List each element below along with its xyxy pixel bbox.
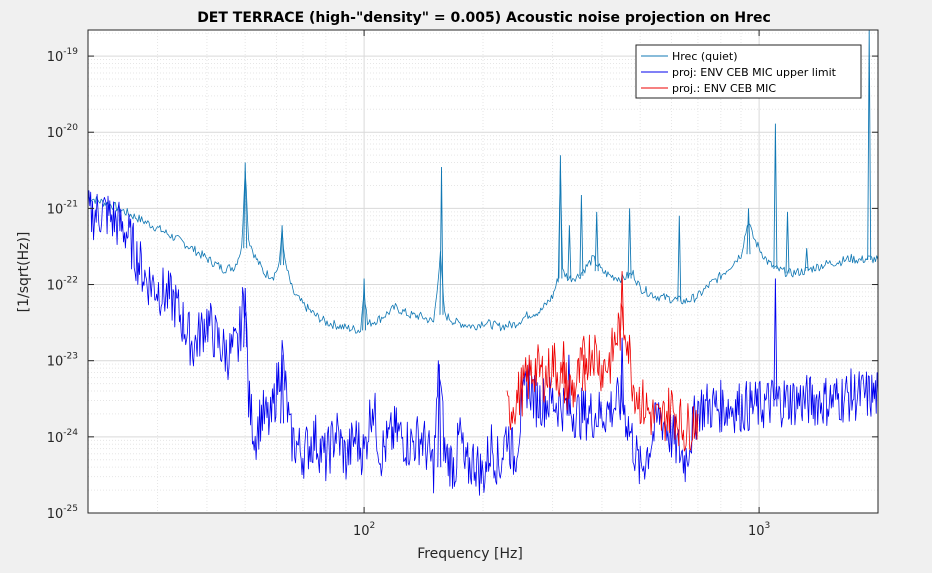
legend-box (635, 44, 862, 99)
legend-label-2: proj.: ENV CEB MIC (672, 82, 776, 95)
y-tick-label: 10-19 (47, 47, 79, 65)
series-spike-1 (243, 287, 248, 348)
series-layer (87, 29, 879, 496)
y-tick-label: 10-23 (47, 352, 78, 370)
x-tick-label: 103 (748, 521, 770, 539)
legend-label-1: proj: ENV CEB MIC upper limit (672, 66, 837, 79)
series-spike-1 (773, 278, 778, 407)
series-spike-0 (280, 225, 285, 266)
series-spike-0 (746, 208, 751, 255)
series-line-2 (506, 303, 699, 452)
series-spike-2 (581, 354, 586, 392)
x-axis-label: Frequency [Hz] (417, 546, 523, 562)
plot-frame (87, 29, 879, 514)
series-spike-2 (620, 271, 625, 331)
legend: Hrec (quiet) proj: ENV CEB MIC upper limi… (635, 44, 862, 99)
y-tick-label: 10-21 (47, 199, 78, 217)
series-spike-0 (362, 278, 367, 331)
y-tick-label: 10-25 (47, 504, 78, 522)
y-tick-label: 10-22 (47, 276, 78, 294)
legend-items: Hrec (quiet) proj: ENV CEB MIC upper limi… (641, 50, 837, 95)
series-spike-0 (594, 211, 599, 272)
series-spike-2 (561, 341, 566, 384)
series-spike-0 (627, 208, 632, 279)
y-tick-label: 10-24 (47, 428, 79, 446)
series-spike-0 (677, 215, 682, 302)
series-spike-0 (785, 211, 790, 274)
series-spike-1 (437, 364, 442, 468)
series-spike-0 (804, 248, 809, 272)
y-axis-label: [1/sqrt(Hz)] (16, 232, 32, 313)
series-spike-0 (439, 166, 444, 315)
series-spike-0 (579, 194, 584, 276)
series-spike-0 (558, 155, 563, 279)
tick-layer: 102 103 10-25 10-24 10-23 10-22 10-21 10-20 10-1… (47, 30, 878, 539)
x-tick-label: 102 (353, 521, 375, 539)
series-spike-0 (773, 123, 778, 270)
series-spike-1 (280, 354, 285, 424)
y-tick-label: 10-20 (47, 123, 79, 141)
series-line-0 (87, 167, 879, 334)
series-spike-0 (243, 162, 248, 249)
legend-label-0: Hrec (quiet) (672, 50, 738, 63)
chart-title: DET TERRACE (high-"density" = 0.005) Aco… (197, 10, 771, 26)
series-spike-1 (620, 337, 625, 414)
series-line-1 (87, 190, 879, 496)
series-spike-0 (567, 225, 572, 279)
